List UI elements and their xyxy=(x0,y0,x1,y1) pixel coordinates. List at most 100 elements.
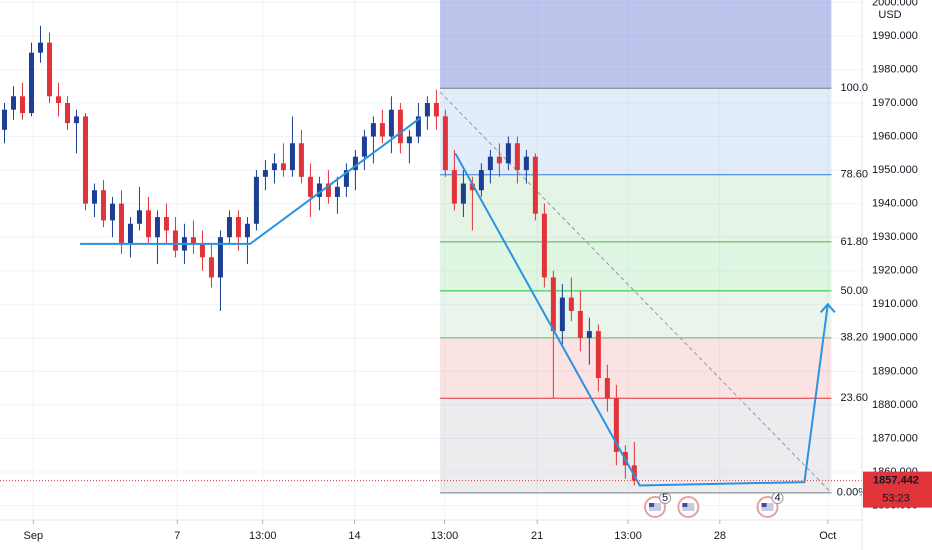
x-tick-label: Oct xyxy=(819,530,836,542)
event-badge xyxy=(659,492,672,504)
candle-body xyxy=(406,136,412,144)
event-flag xyxy=(649,503,662,511)
candle-body xyxy=(514,143,520,171)
candle-body xyxy=(217,237,223,278)
x-tick-label: Sep xyxy=(24,530,44,542)
grid xyxy=(0,0,862,520)
candle-body xyxy=(604,378,610,399)
candle-body xyxy=(316,183,322,197)
candle-body xyxy=(136,210,142,224)
y-tick-label: 1990.000 xyxy=(872,30,918,42)
candle-body xyxy=(559,297,565,332)
pattern-line xyxy=(454,152,829,487)
candle-body xyxy=(28,52,34,114)
candle-body xyxy=(343,170,349,187)
candle-body xyxy=(37,42,43,53)
candle-body xyxy=(118,203,124,244)
fib-retracement: 100.0 78.60 61.80 50.00 38.20 23.60 0.00% xyxy=(439,0,868,499)
candle-body xyxy=(379,123,385,137)
candle-body xyxy=(496,156,502,164)
candle-body xyxy=(631,465,637,481)
candle-body xyxy=(532,156,538,214)
candle-body xyxy=(226,217,232,238)
event-flag xyxy=(682,503,695,511)
candle-body xyxy=(352,156,358,171)
countdown-label: 53:23 xyxy=(882,493,910,505)
last-price-label: 1857.442 xyxy=(873,475,919,487)
fib-band xyxy=(439,290,832,338)
candle-body xyxy=(154,217,160,238)
fib-label: 0.00% xyxy=(837,487,868,499)
x-tick-label: 13:00 xyxy=(614,530,642,542)
event-count: 5 xyxy=(662,492,668,504)
y-tick-label: 1960.000 xyxy=(872,130,918,142)
event-flag-canton xyxy=(761,503,767,507)
x-tick-label: 13:00 xyxy=(431,530,459,542)
candle-body xyxy=(523,156,529,171)
candle-body xyxy=(235,217,241,238)
event-badge xyxy=(771,492,784,504)
candle-body xyxy=(73,116,79,124)
candle-body xyxy=(595,331,601,379)
fib-label: 78.60 xyxy=(840,169,868,181)
candle-body xyxy=(370,123,376,137)
candle-body xyxy=(586,331,592,338)
price-unit: USD xyxy=(878,9,901,21)
x-tick-label: 28 xyxy=(714,530,726,542)
candle-body xyxy=(127,223,133,244)
y-tick-label: 1930.000 xyxy=(872,231,918,243)
fib-band xyxy=(439,174,832,242)
candle-body xyxy=(10,96,16,110)
y-tick-label: 1900.000 xyxy=(872,332,918,344)
candle-body xyxy=(415,116,421,137)
candle-body xyxy=(361,136,367,157)
candle-body xyxy=(388,109,394,137)
event-flag-canton xyxy=(649,503,655,507)
fib-trend-line xyxy=(439,91,832,494)
axes: 1850.0001860.0001870.0001880.0001890.000… xyxy=(24,0,932,542)
candle-body xyxy=(577,310,583,338)
fib-band xyxy=(439,241,832,291)
candle-body xyxy=(397,109,403,144)
candle-body xyxy=(442,116,448,171)
y-tick-label: 1920.000 xyxy=(872,265,918,277)
candle-body xyxy=(19,96,25,114)
candle-body xyxy=(487,156,493,171)
x-tick-label: 14 xyxy=(348,530,360,542)
candle-body xyxy=(424,102,430,117)
y-tick-label: 1890.000 xyxy=(872,365,918,377)
candle-body xyxy=(46,42,52,97)
candle-body xyxy=(91,190,97,204)
fib-label: 61.80 xyxy=(840,236,868,248)
y-tick-label: 1910.000 xyxy=(872,298,918,310)
candle-body xyxy=(505,143,511,164)
x-tick-label: 13:00 xyxy=(249,530,277,542)
x-tick-label: 21 xyxy=(531,530,543,542)
candle-body xyxy=(172,230,178,251)
y-tick-label: 1980.000 xyxy=(872,63,918,75)
candle-body xyxy=(478,170,484,191)
candle-body xyxy=(613,398,619,452)
candle-body xyxy=(64,102,70,124)
candle-body xyxy=(82,116,88,204)
candle-body xyxy=(190,237,196,244)
last-price-box xyxy=(863,471,932,508)
candle-body xyxy=(433,102,439,117)
candle-body xyxy=(145,210,151,238)
arrow-head xyxy=(820,302,836,313)
candle-body xyxy=(208,257,214,278)
pattern-line xyxy=(80,117,421,245)
candle-body xyxy=(568,297,574,311)
candle-body xyxy=(199,243,205,258)
candle-body xyxy=(262,170,268,177)
y-tick-label: 1970.000 xyxy=(872,97,918,109)
candle-body xyxy=(100,190,106,221)
candle-body xyxy=(550,277,556,332)
fib-band xyxy=(439,337,832,399)
candle-body xyxy=(271,163,277,171)
fib-label: 100.0 xyxy=(840,82,868,94)
candle-body xyxy=(541,213,547,278)
y-tick-label: 1950.000 xyxy=(872,164,918,176)
